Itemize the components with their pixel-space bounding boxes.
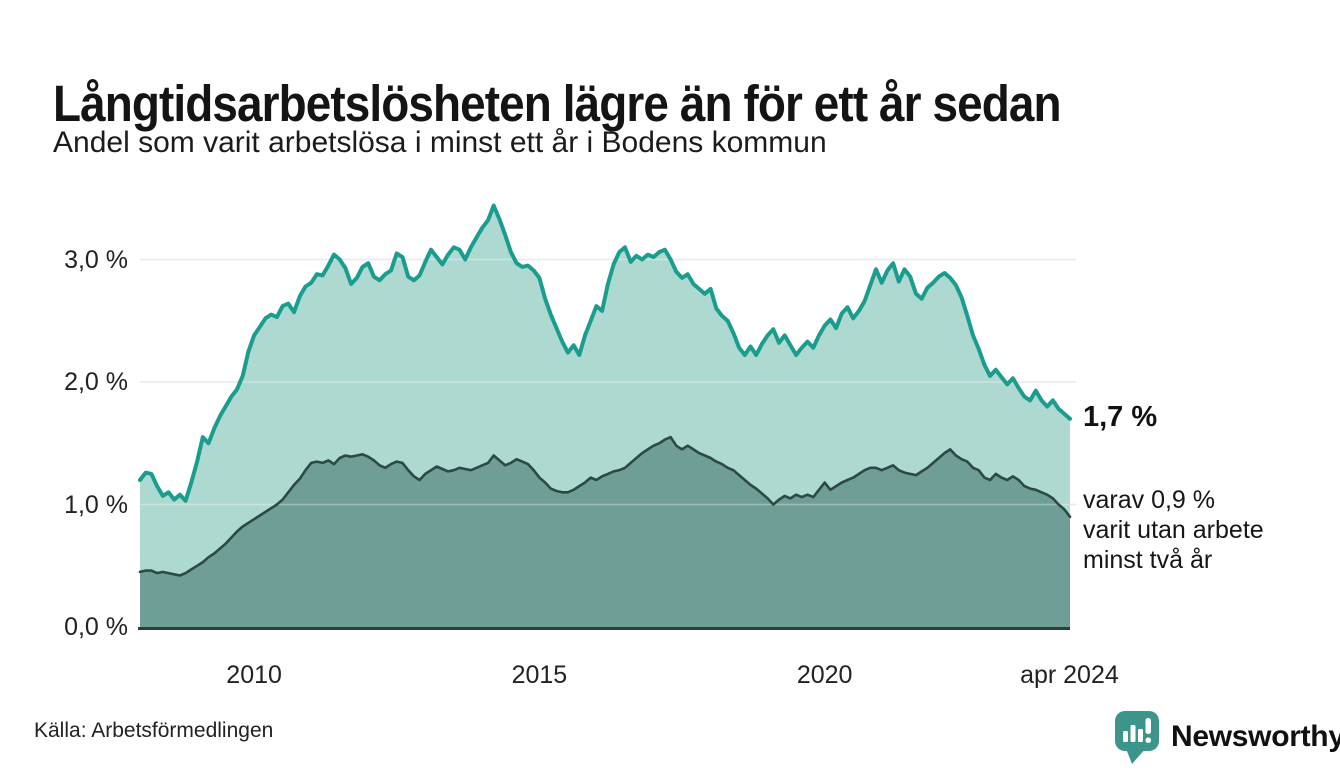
series-lines (138, 203, 1072, 577)
y-tick-label: 3,0 % (64, 245, 128, 274)
source-caption: Källa: Arbetsförmedlingen (34, 719, 274, 742)
y-tick-label: 0,0 % (64, 613, 128, 641)
gridlines-overlay (140, 258, 1076, 506)
line-series-1 (138, 435, 1072, 577)
branding: Newsworthy (1112, 708, 1340, 765)
chart-subtitle: Andel som varit arbetslösa i minst ett å… (53, 126, 827, 159)
area-series-1 (140, 437, 1070, 627)
branding-wordmark: Newsworthy (1171, 719, 1340, 753)
x-tick-label: 2020 (796, 661, 853, 689)
x-tick-label: 2010 (226, 661, 282, 689)
y-tick-label: 2,0 % (64, 368, 128, 396)
end-value-label-total: 1,7 % (1083, 401, 1158, 433)
x-tick-label: 2015 (511, 661, 568, 689)
newsworthy-logo-icon (1115, 711, 1159, 764)
chart-title: Långtidsarbetslösheten lägre än för ett … (53, 75, 1062, 133)
x-tick-label: apr 2024 (1020, 661, 1119, 689)
line-series-0 (138, 203, 1072, 503)
series-areas (140, 205, 1070, 627)
end-value-label-subset: varav 0,9 % varit utan arbete minst två … (1083, 486, 1264, 574)
y-tick-label: 1,0 % (64, 490, 128, 519)
